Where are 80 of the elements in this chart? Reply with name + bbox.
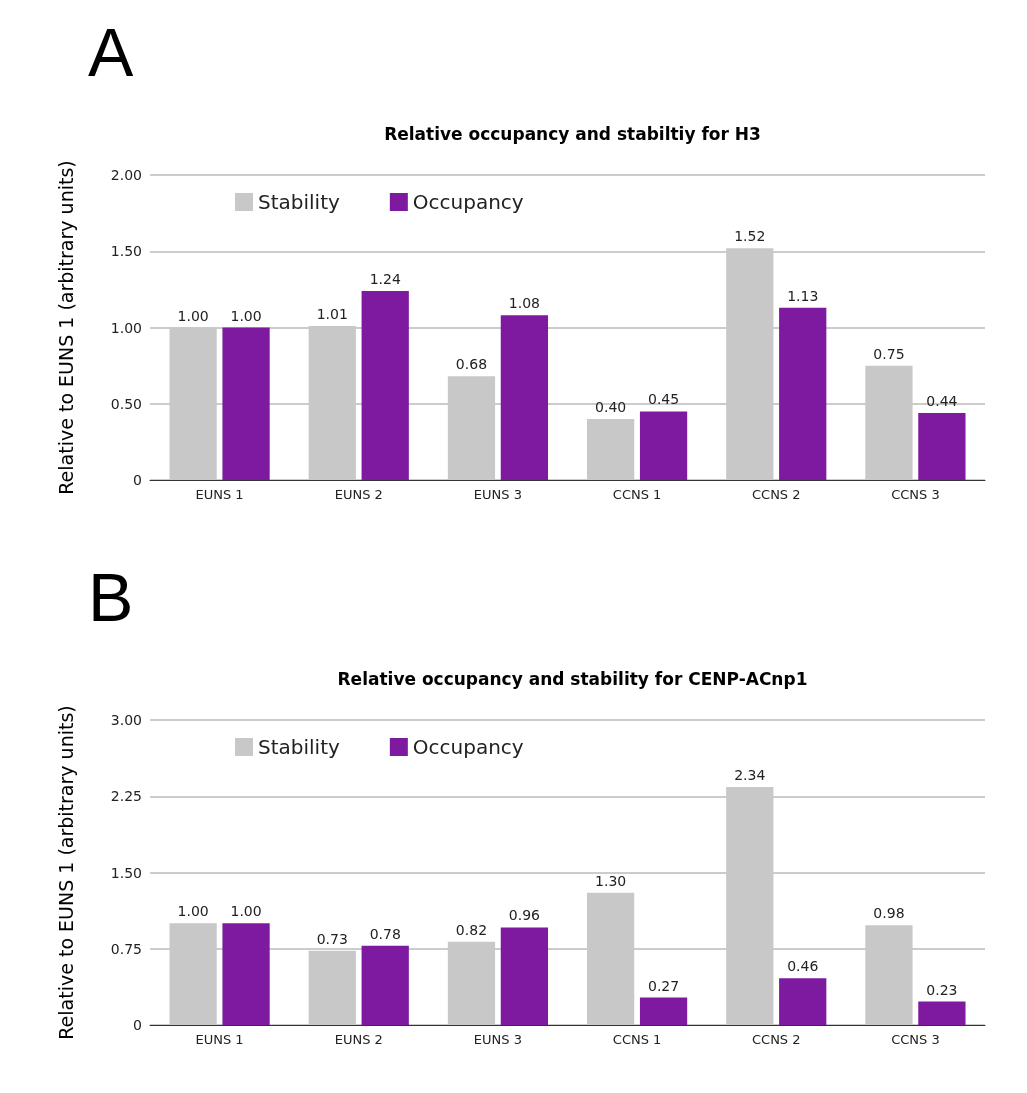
x-tick-label: EUNS 2 [334, 487, 383, 502]
y-tick-label: 1.00 [110, 319, 142, 336]
bar [918, 1001, 966, 1025]
data-label: 0.96 [508, 907, 541, 924]
data-label: 0.82 [455, 921, 488, 938]
bar [361, 945, 409, 1025]
x-tick-label: EUNS 1 [195, 487, 244, 502]
legend-label: Stability [258, 190, 340, 214]
y-tick-label: 0 [133, 1017, 142, 1033]
legend-label: Occupancy [412, 735, 524, 759]
bar [639, 411, 688, 480]
text: A [88, 14, 134, 90]
y-tick-label: 0 [133, 472, 142, 488]
x-tick-label: EUNS 1 [195, 1032, 244, 1047]
legend-label: Occupancy [412, 190, 524, 214]
bar [308, 950, 356, 1025]
bar [918, 412, 966, 480]
y-tick-label: 1.50 [110, 864, 142, 881]
data-label: 2.34 [734, 767, 766, 784]
data-label: 0.40 [595, 399, 627, 415]
x-tick-label: CCNS 3 [891, 1032, 940, 1047]
x-tick-label: CCNS 2 [751, 1032, 801, 1047]
data-label: 1.00 [177, 903, 209, 920]
y-tick-label: 0.75 [110, 940, 142, 957]
bar [361, 290, 409, 480]
chart-title: Relative occupancy and stabiltiy for H3 [384, 123, 761, 144]
data-label: 1.13 [787, 287, 819, 304]
bar [500, 315, 549, 480]
data-label: 0.98 [873, 905, 905, 922]
x-tick-label: CCNS 2 [751, 487, 801, 502]
x-tick-label: EUNS 2 [334, 1032, 383, 1047]
legend-label: Stability [258, 735, 340, 759]
data-label: 1.01 [316, 305, 348, 322]
bar [779, 978, 827, 1025]
bar [308, 325, 356, 480]
bar [169, 923, 217, 1025]
bar [779, 307, 827, 480]
data-label: 0.68 [455, 356, 488, 373]
data-label: 0.73 [316, 930, 348, 947]
y-tick-label: 2.25 [110, 788, 142, 805]
data-label: 0.78 [369, 925, 401, 942]
data-label: 1.52 [734, 228, 766, 245]
bar [639, 997, 688, 1025]
bar [447, 941, 496, 1025]
bar [726, 248, 774, 480]
x-tick-label: CCNS 1 [612, 487, 662, 502]
y-tick-label: 3.00 [110, 712, 142, 728]
bar [726, 787, 774, 1025]
data-label: 0.75 [873, 345, 905, 362]
data-label: 0.27 [647, 977, 680, 994]
data-label: 1.00 [177, 307, 209, 324]
x-tick-label: EUNS 3 [473, 487, 522, 502]
y-tick-label: 2.00 [110, 167, 142, 183]
bar [865, 365, 913, 480]
bar [500, 927, 549, 1025]
bar [222, 923, 270, 1025]
y-tick-label: 0.50 [110, 395, 142, 412]
data-label: 0.46 [787, 958, 819, 975]
text: B [88, 559, 134, 635]
bar [586, 419, 635, 480]
bar [447, 376, 496, 480]
data-label: 1.08 [508, 295, 540, 312]
bar [222, 327, 270, 480]
data-label: 1.30 [595, 872, 627, 889]
y-tick-label: 1.50 [110, 243, 142, 260]
x-tick-label: CCNS 1 [612, 1032, 662, 1047]
y-axis-title: Relative to EUNS 1 (arbitrary units) [54, 705, 77, 1040]
bar [586, 892, 635, 1025]
x-tick-label: CCNS 3 [891, 487, 940, 502]
y-axis-title: Relative to EUNS 1 (arbitrary units) [54, 160, 77, 495]
chart-title: Relative occupancy and stability for CENP-ACnp1 [337, 668, 808, 689]
data-label: 0.23 [926, 981, 958, 998]
data-label: 1.24 [369, 270, 401, 287]
data-label: 0.44 [926, 392, 958, 409]
bar [865, 925, 913, 1025]
bar [169, 327, 217, 480]
data-label: 0.45 [647, 391, 680, 408]
data-label: 1.00 [230, 903, 262, 920]
x-tick-label: EUNS 3 [473, 1032, 522, 1047]
data-label: 1.00 [230, 307, 262, 324]
